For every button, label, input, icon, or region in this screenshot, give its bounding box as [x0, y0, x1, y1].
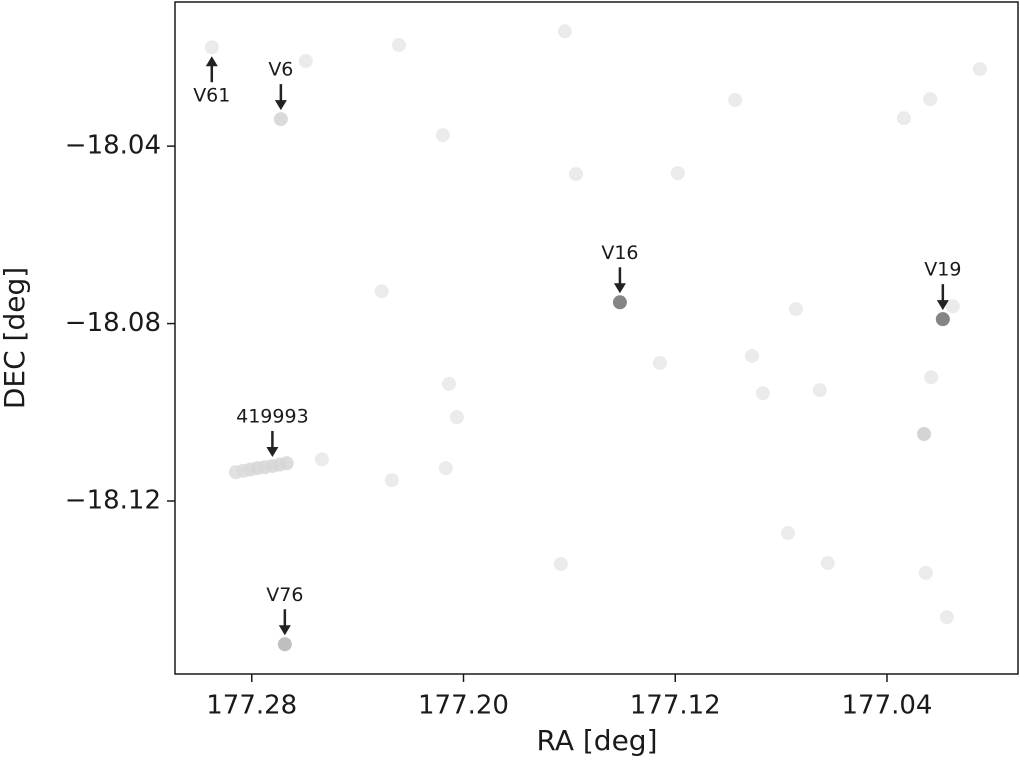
y-tick-label: −18.08 [65, 308, 161, 338]
point [744, 348, 759, 363]
annotation-label: V16 [601, 242, 638, 264]
point [391, 38, 406, 53]
point [612, 295, 627, 310]
point [935, 312, 950, 327]
point [568, 167, 583, 182]
annotation-label: V76 [266, 584, 303, 606]
point [812, 383, 827, 398]
point [939, 610, 954, 625]
point [557, 24, 572, 39]
x-tick-label: 177.20 [418, 691, 509, 721]
point [972, 61, 987, 76]
x-tick-label: 177.04 [841, 691, 932, 721]
point [820, 556, 835, 571]
point [204, 40, 219, 55]
point [670, 166, 685, 181]
plot-frame [174, 1, 1019, 675]
annotation-arrowhead [266, 446, 279, 457]
point [755, 386, 770, 401]
x-axis-label: RA [deg] [537, 724, 658, 757]
annotation-label: 419993 [236, 405, 309, 427]
x-tick-label: 177.28 [206, 691, 297, 721]
point [298, 53, 313, 68]
point [728, 93, 743, 108]
x-tick-label: 177.12 [630, 691, 721, 721]
point [918, 565, 933, 580]
annotation-arrowhead [613, 283, 626, 294]
annotation-arrowhead [205, 56, 218, 67]
point [945, 299, 960, 314]
y-tick-label: −18.12 [65, 486, 161, 516]
annotation-label: V19 [924, 259, 961, 281]
annotation-label: V61 [193, 85, 230, 107]
point [279, 456, 294, 471]
point [273, 112, 288, 127]
point [780, 525, 795, 540]
annotation-arrowhead [278, 625, 291, 636]
point [384, 473, 399, 488]
annotation-label: V6 [268, 59, 293, 81]
point [923, 92, 938, 107]
point [277, 637, 292, 652]
annotation-arrowhead [936, 300, 949, 311]
point [553, 556, 568, 571]
y-axis-label: DEC [deg] [0, 267, 31, 409]
point [314, 452, 329, 467]
point [441, 376, 456, 391]
point [788, 301, 803, 316]
point [652, 356, 667, 371]
point [449, 410, 464, 425]
point [374, 284, 389, 299]
point [896, 111, 911, 126]
annotation-arrowhead [274, 100, 287, 111]
point [438, 461, 453, 476]
point [924, 370, 939, 385]
y-tick-label: −18.04 [65, 131, 161, 161]
point [917, 427, 932, 442]
point [435, 128, 450, 143]
